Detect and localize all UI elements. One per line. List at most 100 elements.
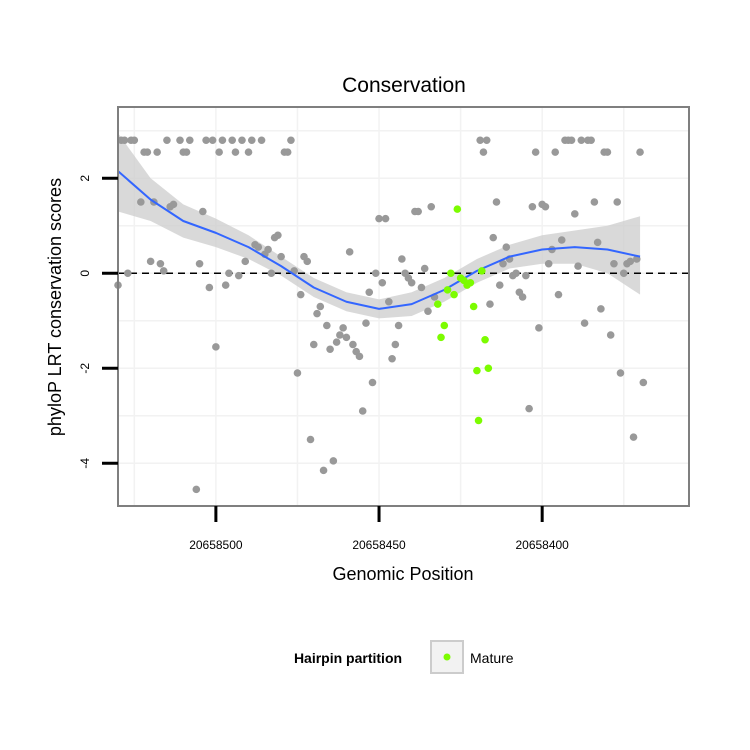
mature-points bbox=[433, 205, 493, 425]
data-point bbox=[616, 369, 625, 377]
data-point bbox=[479, 148, 488, 156]
grid-lines bbox=[118, 107, 689, 506]
data-point bbox=[228, 136, 236, 145]
data-point bbox=[593, 238, 602, 247]
data-point bbox=[257, 136, 266, 145]
data-point bbox=[137, 198, 145, 206]
data-point bbox=[130, 136, 139, 145]
mature-point bbox=[484, 364, 493, 373]
background-points bbox=[114, 136, 648, 494]
data-point bbox=[639, 378, 648, 387]
data-point bbox=[247, 136, 256, 145]
data-point bbox=[476, 136, 484, 145]
data-point bbox=[287, 136, 295, 145]
x-axis: 20658500 20658450 20658400 bbox=[189, 506, 569, 552]
data-point bbox=[326, 345, 334, 354]
data-point bbox=[587, 136, 595, 145]
data-point bbox=[182, 148, 191, 156]
y-tick-label: -2 bbox=[78, 363, 92, 374]
x-tick-label: 20658500 bbox=[189, 538, 243, 552]
data-point bbox=[215, 148, 223, 156]
data-point bbox=[365, 288, 374, 297]
data-point bbox=[267, 269, 276, 278]
data-point bbox=[296, 290, 305, 299]
data-point bbox=[159, 267, 168, 275]
data-point bbox=[323, 321, 331, 330]
data-point bbox=[398, 255, 406, 263]
data-point bbox=[528, 202, 537, 211]
data-point bbox=[293, 369, 302, 377]
data-point bbox=[606, 331, 615, 339]
data-point bbox=[241, 257, 250, 266]
confidence-band-area bbox=[118, 133, 641, 319]
x-tick-label: 20658400 bbox=[515, 538, 569, 552]
data-point bbox=[613, 198, 622, 206]
mature-point bbox=[466, 278, 475, 287]
mature-point bbox=[478, 267, 486, 275]
data-point bbox=[381, 214, 390, 223]
data-point bbox=[603, 148, 612, 156]
x-tick-label: 20658450 bbox=[352, 538, 406, 552]
data-point bbox=[597, 305, 605, 313]
mature-point bbox=[474, 416, 483, 425]
data-point bbox=[339, 324, 347, 332]
data-point bbox=[185, 136, 194, 145]
y-axis: -4 -2 0 2 bbox=[78, 175, 118, 469]
data-point bbox=[368, 378, 377, 387]
data-point bbox=[557, 236, 566, 244]
data-point bbox=[212, 343, 220, 351]
data-point bbox=[277, 252, 285, 261]
mature-point bbox=[469, 302, 478, 311]
data-point bbox=[502, 243, 511, 251]
smooth-curve bbox=[117, 170, 641, 310]
mature-point bbox=[443, 286, 452, 294]
mature-point bbox=[453, 205, 462, 213]
data-point bbox=[371, 269, 380, 278]
data-point bbox=[283, 148, 292, 156]
data-point bbox=[531, 148, 540, 156]
data-point bbox=[169, 200, 178, 209]
mature-point bbox=[450, 290, 458, 299]
data-point bbox=[234, 271, 243, 280]
data-point bbox=[375, 214, 383, 223]
data-point bbox=[512, 269, 520, 278]
data-point bbox=[264, 245, 272, 254]
legend: Hairpin partition Mature bbox=[294, 640, 514, 674]
data-point bbox=[231, 148, 240, 156]
panel-border bbox=[117, 106, 690, 507]
mature-point bbox=[433, 300, 442, 308]
data-point bbox=[192, 485, 201, 494]
smooth-line bbox=[117, 170, 641, 310]
data-point bbox=[544, 259, 553, 268]
y-tick-label: 0 bbox=[78, 270, 92, 277]
data-point bbox=[385, 297, 393, 306]
data-point bbox=[176, 136, 184, 145]
data-point bbox=[202, 136, 210, 145]
data-point bbox=[554, 290, 563, 299]
mature-point bbox=[481, 335, 489, 344]
data-point bbox=[309, 340, 318, 349]
data-point bbox=[580, 319, 589, 327]
data-point bbox=[313, 309, 321, 318]
data-point bbox=[208, 136, 217, 145]
data-point bbox=[619, 269, 628, 278]
mature-point bbox=[440, 321, 449, 330]
data-point bbox=[238, 136, 246, 145]
data-point bbox=[626, 257, 635, 266]
data-point bbox=[424, 307, 432, 316]
data-point bbox=[156, 259, 165, 268]
data-point bbox=[225, 269, 233, 278]
data-point bbox=[610, 259, 618, 268]
data-point bbox=[427, 202, 436, 211]
data-point bbox=[199, 207, 207, 216]
data-point bbox=[345, 248, 354, 256]
data-point bbox=[355, 352, 364, 361]
legend-mature-label: Mature bbox=[470, 650, 514, 666]
data-point bbox=[394, 321, 403, 330]
data-point bbox=[636, 148, 644, 156]
mature-point bbox=[447, 269, 455, 278]
legend-title: Hairpin partition bbox=[294, 650, 402, 666]
data-point bbox=[388, 354, 396, 363]
data-point bbox=[303, 257, 312, 266]
data-point bbox=[486, 300, 494, 308]
